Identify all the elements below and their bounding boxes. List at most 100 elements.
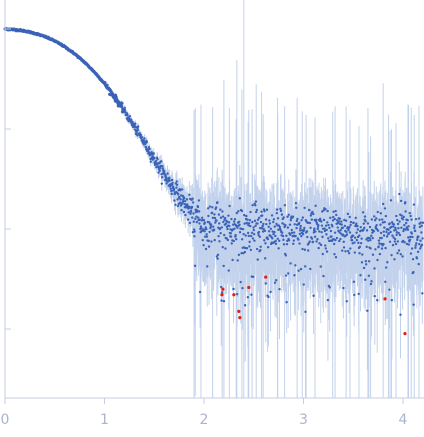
data-point <box>170 189 173 193</box>
data-point <box>325 233 328 236</box>
data-point <box>213 238 216 242</box>
data-point <box>192 228 196 231</box>
data-point <box>224 222 228 225</box>
data-point <box>347 228 350 232</box>
data-point <box>336 226 339 229</box>
data-point <box>420 243 424 247</box>
data-point <box>399 253 402 256</box>
data-point <box>366 309 369 312</box>
data-point <box>243 213 246 217</box>
data-point <box>171 185 175 189</box>
data-point <box>302 283 305 286</box>
data-point <box>168 176 171 180</box>
data-point <box>315 240 318 243</box>
data-point <box>358 234 361 237</box>
data-point <box>314 230 317 233</box>
data-point <box>124 111 127 114</box>
data-point <box>214 206 218 209</box>
data-point <box>197 210 201 213</box>
data-point <box>191 197 194 200</box>
data-point <box>144 142 147 145</box>
data-point <box>323 227 326 230</box>
data-point <box>310 218 313 221</box>
data-point <box>365 229 369 232</box>
data-point <box>348 215 351 219</box>
data-point <box>402 229 405 233</box>
data-point <box>393 258 396 261</box>
data-point <box>370 280 373 283</box>
data-point <box>361 253 364 256</box>
data-point <box>383 207 387 210</box>
data-point <box>251 220 254 224</box>
data-point <box>285 300 288 304</box>
data-point <box>330 235 333 238</box>
outlier-point-4 <box>238 316 242 320</box>
data-point <box>239 280 242 284</box>
data-point <box>403 223 406 227</box>
data-point <box>221 245 224 249</box>
data-point <box>351 242 354 245</box>
data-point <box>198 290 202 294</box>
data-point <box>342 240 345 244</box>
data-point <box>384 266 388 269</box>
data-point <box>378 218 381 222</box>
data-point <box>318 242 321 245</box>
data-point <box>369 247 372 250</box>
data-point <box>317 246 320 250</box>
data-point <box>184 213 187 217</box>
data-point <box>399 199 403 203</box>
data-point <box>160 176 164 179</box>
data-point <box>334 238 337 242</box>
data-point <box>303 206 306 210</box>
data-point <box>259 245 262 249</box>
data-point <box>326 298 330 302</box>
data-point <box>324 224 328 227</box>
data-point <box>260 210 263 213</box>
data-point <box>339 232 343 235</box>
data-point <box>389 199 393 202</box>
data-point <box>409 252 413 255</box>
data-point <box>218 227 222 230</box>
data-point <box>410 247 414 250</box>
data-point <box>390 225 393 229</box>
data-point <box>151 155 154 158</box>
data-point <box>255 247 259 251</box>
data-point <box>371 231 374 234</box>
data-point <box>220 299 223 302</box>
data-point <box>322 274 325 278</box>
data-point <box>269 227 273 231</box>
data-point <box>241 286 244 290</box>
data-point <box>413 229 417 233</box>
data-point <box>380 247 384 250</box>
data-point <box>221 210 224 213</box>
data-point <box>197 216 200 219</box>
data-point <box>278 239 281 243</box>
data-point <box>298 232 302 236</box>
data-point <box>201 238 204 242</box>
data-point <box>415 242 418 245</box>
data-point <box>193 264 197 268</box>
data-point <box>417 235 420 238</box>
data-point <box>238 223 241 226</box>
data-point <box>408 211 411 215</box>
data-point <box>253 239 256 242</box>
data-point <box>282 216 285 219</box>
data-point <box>333 252 336 256</box>
data-point <box>421 292 424 295</box>
data-point <box>327 237 330 240</box>
data-point <box>154 159 158 163</box>
data-point <box>395 233 398 237</box>
data-point <box>256 218 260 222</box>
data-point <box>388 288 391 291</box>
data-point <box>259 220 263 224</box>
data-point <box>238 197 241 200</box>
data-point <box>186 204 190 208</box>
data-point <box>187 211 190 214</box>
data-point <box>369 282 373 286</box>
outlier-point-3 <box>237 309 241 313</box>
data-point <box>289 219 293 222</box>
data-point <box>170 178 174 182</box>
data-point <box>189 210 193 213</box>
data-point <box>216 257 219 260</box>
data-point <box>356 228 359 231</box>
